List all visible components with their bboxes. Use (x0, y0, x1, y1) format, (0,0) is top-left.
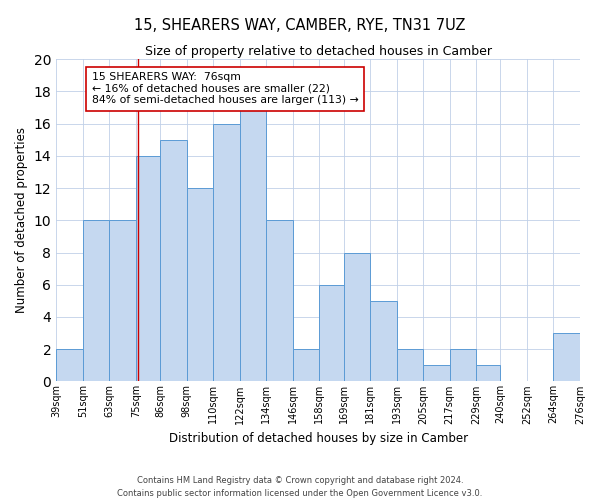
Bar (239, 108, 266, 382)
Bar (449, 349, 476, 382)
Bar (476, 366, 500, 382)
Bar (370, 301, 397, 382)
Bar (553, 333, 580, 382)
Bar (344, 252, 370, 382)
X-axis label: Distribution of detached houses by size in Camber: Distribution of detached houses by size … (169, 432, 467, 445)
Text: 15 SHEARERS WAY:  76sqm
← 16% of detached houses are smaller (22)
84% of semi-de: 15 SHEARERS WAY: 76sqm ← 16% of detached… (92, 72, 358, 106)
Bar (83, 220, 109, 382)
Title: Size of property relative to detached houses in Camber: Size of property relative to detached ho… (145, 45, 491, 58)
Bar (423, 366, 449, 382)
Bar (187, 188, 213, 382)
Bar (319, 284, 344, 382)
Bar (293, 349, 319, 382)
Bar (397, 349, 423, 382)
Bar (109, 220, 136, 382)
Bar (213, 124, 239, 382)
Y-axis label: Number of detached properties: Number of detached properties (15, 128, 28, 314)
Text: Contains HM Land Registry data © Crown copyright and database right 2024.
Contai: Contains HM Land Registry data © Crown c… (118, 476, 482, 498)
Bar (136, 156, 160, 382)
Bar (266, 220, 293, 382)
Bar (56, 349, 83, 382)
Text: 15, SHEARERS WAY, CAMBER, RYE, TN31 7UZ: 15, SHEARERS WAY, CAMBER, RYE, TN31 7UZ (134, 18, 466, 32)
Bar (160, 140, 187, 382)
